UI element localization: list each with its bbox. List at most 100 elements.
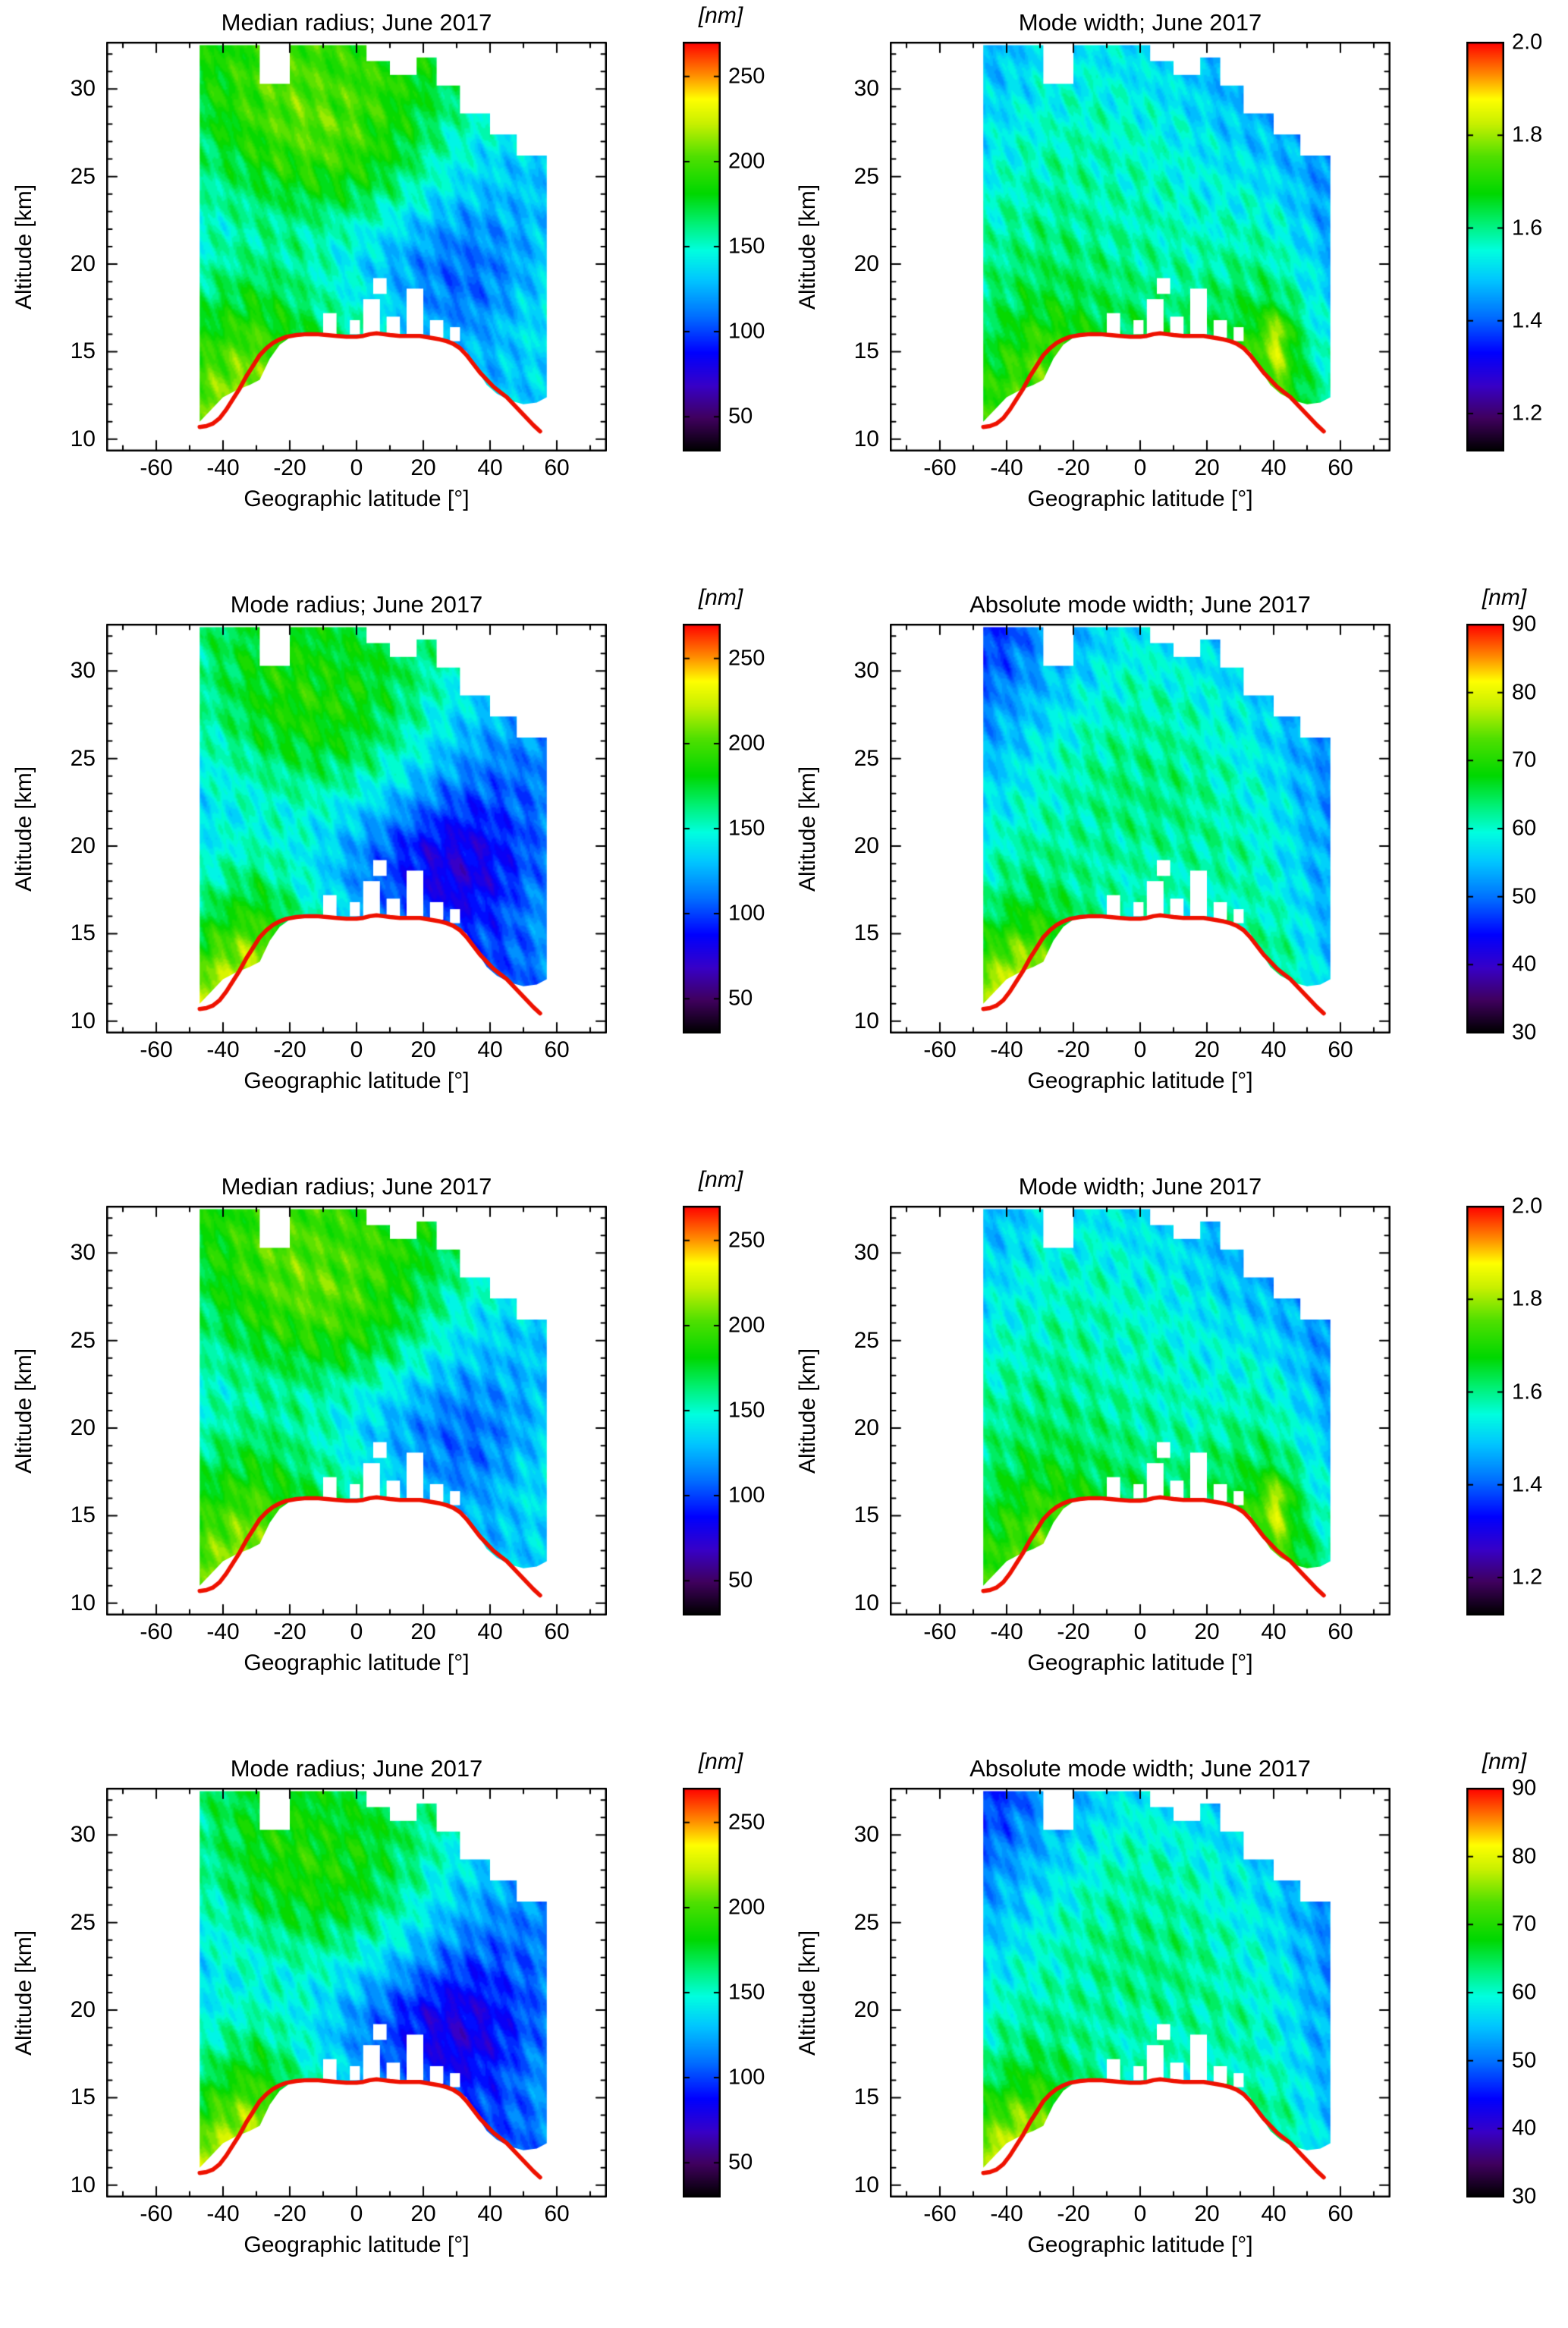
colorbar-tick-label: 90 bbox=[1512, 612, 1537, 637]
y-tick-label: 10 bbox=[70, 1590, 96, 1615]
x-axis-tick-labels: -60 -40 -20 0 20 40 60 bbox=[106, 455, 607, 483]
y-axis-tick-labels: 10 15 20 25 30 bbox=[822, 1206, 882, 1615]
x-axis-label: Geographic latitude [°] bbox=[244, 486, 470, 511]
x-tick-label: -40 bbox=[990, 1037, 1023, 1062]
colorbar-tick-label: 1.4 bbox=[1512, 308, 1543, 333]
y-tick-label: 20 bbox=[70, 833, 96, 859]
x-tick-label: 20 bbox=[1194, 455, 1220, 480]
colorbar-tick-labels: 50 100 150 200 250 bbox=[728, 1206, 789, 1615]
y-tick-label: 10 bbox=[853, 426, 879, 451]
y-axis-tick-labels: 10 15 20 25 30 bbox=[38, 624, 99, 1033]
x-tick-label: 40 bbox=[477, 2201, 503, 2226]
colorbar-tick-label: 90 bbox=[1512, 1776, 1537, 1801]
y-axis-tick-labels: 10 15 20 25 30 bbox=[822, 624, 882, 1033]
heatmap-plot bbox=[106, 42, 607, 451]
heatmap-plot bbox=[890, 1206, 1390, 1615]
x-axis-tick-labels: -60 -40 -20 0 20 40 60 bbox=[106, 1619, 607, 1647]
x-tick-label: 60 bbox=[544, 1619, 570, 1644]
colorbar bbox=[683, 1788, 721, 2197]
colorbar-unit-label: [nm] bbox=[698, 585, 743, 610]
x-tick-label: -40 bbox=[990, 2201, 1023, 2226]
y-tick-label: 25 bbox=[853, 1327, 879, 1353]
colorbar-tick-label: 60 bbox=[1512, 1980, 1537, 2005]
colorbar bbox=[1466, 624, 1504, 1033]
panel-title: Mode width; June 2017 bbox=[1018, 9, 1262, 36]
colorbar-tick-label: 200 bbox=[728, 731, 765, 756]
x-tick-label: 60 bbox=[1328, 2201, 1353, 2226]
colorbar-unit-label: [nm] bbox=[698, 3, 743, 28]
y-axis-tick-labels: 10 15 20 25 30 bbox=[822, 1788, 882, 2197]
panel-title: Median radius; June 2017 bbox=[221, 1173, 492, 1200]
y-tick-label: 20 bbox=[853, 1997, 879, 2023]
y-axis-tick-labels: 10 15 20 25 30 bbox=[38, 1206, 99, 1615]
y-tick-label: 20 bbox=[853, 833, 879, 859]
x-tick-label: -20 bbox=[1057, 2201, 1090, 2226]
colorbar-tick-label: 150 bbox=[728, 1398, 765, 1423]
x-axis-tick-labels: -60 -40 -20 0 20 40 60 bbox=[890, 455, 1390, 483]
x-tick-label: 60 bbox=[544, 2201, 570, 2226]
y-axis-label: Altitude [km] bbox=[795, 184, 820, 310]
y-tick-label: 20 bbox=[70, 1415, 96, 1441]
x-axis-tick-labels: -60 -40 -20 0 20 40 60 bbox=[106, 2201, 607, 2229]
x-tick-label: -60 bbox=[140, 1037, 173, 1062]
heatmap-plot bbox=[890, 624, 1390, 1033]
x-tick-label: 40 bbox=[477, 1037, 503, 1062]
x-tick-label: 20 bbox=[1194, 2201, 1220, 2226]
x-tick-label: -60 bbox=[140, 455, 173, 480]
x-tick-label: -60 bbox=[923, 1037, 957, 1062]
y-tick-label: 15 bbox=[70, 338, 96, 364]
colorbar-tick-labels: 30 40 50 60 70 80 90 bbox=[1512, 1776, 1568, 2209]
x-tick-label: 0 bbox=[350, 1619, 363, 1644]
colorbar-tick-label: 250 bbox=[728, 64, 765, 89]
y-tick-label: 25 bbox=[853, 745, 879, 771]
colorbar bbox=[1466, 1206, 1504, 1615]
x-tick-label: 0 bbox=[350, 1037, 363, 1062]
y-axis-label: Altitude [km] bbox=[11, 1348, 36, 1474]
colorbar-tick-label: 1.6 bbox=[1512, 215, 1543, 241]
x-tick-label: 40 bbox=[1261, 455, 1287, 480]
colorbar-tick-label: 50 bbox=[728, 404, 753, 429]
colorbar-tick-label: 200 bbox=[728, 1313, 765, 1338]
panel-title: Median radius; June 2017 bbox=[221, 9, 492, 36]
heatmap-panel: [nm] Absolute mode width; June 2017 Alti… bbox=[784, 582, 1567, 1164]
colorbar-tick-label: 70 bbox=[1512, 1911, 1537, 1936]
colorbar-tick-label: 100 bbox=[728, 2065, 765, 2090]
x-tick-label: 0 bbox=[1133, 1619, 1147, 1644]
colorbar-tick-labels: 50 100 150 200 250 bbox=[728, 624, 789, 1033]
colorbar bbox=[683, 42, 721, 451]
y-axis-label: Altitude [km] bbox=[11, 1930, 36, 2056]
y-tick-label: 15 bbox=[853, 920, 879, 946]
x-tick-label: 0 bbox=[1133, 1037, 1147, 1062]
y-axis-tick-labels: 10 15 20 25 30 bbox=[38, 42, 99, 451]
x-axis-tick-labels: -60 -40 -20 0 20 40 60 bbox=[106, 1037, 607, 1065]
y-tick-label: 15 bbox=[853, 338, 879, 364]
x-tick-label: 40 bbox=[477, 1619, 503, 1644]
heatmap-plot bbox=[106, 624, 607, 1033]
colorbar-tick-label: 250 bbox=[728, 646, 765, 671]
x-tick-label: -40 bbox=[206, 1037, 240, 1062]
y-tick-label: 30 bbox=[70, 1822, 96, 1848]
y-tick-label: 30 bbox=[853, 1240, 879, 1266]
x-tick-label: -20 bbox=[1057, 1037, 1090, 1062]
x-axis-label: Geographic latitude [°] bbox=[244, 1068, 470, 1093]
colorbar-tick-label: 40 bbox=[1512, 2116, 1537, 2141]
x-tick-label: 60 bbox=[1328, 1619, 1353, 1644]
x-axis-label: Geographic latitude [°] bbox=[1027, 2232, 1253, 2257]
x-tick-label: 60 bbox=[1328, 1037, 1353, 1062]
x-tick-label: -60 bbox=[140, 2201, 173, 2226]
colorbar-tick-label: 200 bbox=[728, 149, 765, 174]
colorbar bbox=[1466, 1788, 1504, 2197]
y-tick-label: 15 bbox=[853, 2084, 879, 2110]
colorbar-tick-label: 150 bbox=[728, 234, 765, 259]
colorbar bbox=[683, 624, 721, 1033]
colorbar-tick-label: 100 bbox=[728, 1483, 765, 1508]
y-tick-label: 30 bbox=[70, 658, 96, 684]
panel-title: Absolute mode width; June 2017 bbox=[969, 591, 1311, 618]
colorbar-unit-label: [nm] bbox=[698, 1167, 743, 1192]
x-tick-label: -20 bbox=[1057, 1619, 1090, 1644]
panel-title: Mode radius; June 2017 bbox=[230, 1755, 483, 1782]
heatmap-panel: [nm] Median radius; June 2017 Altitude [… bbox=[0, 1164, 784, 1746]
y-tick-label: 15 bbox=[70, 2084, 96, 2110]
x-tick-label: -60 bbox=[923, 455, 957, 480]
